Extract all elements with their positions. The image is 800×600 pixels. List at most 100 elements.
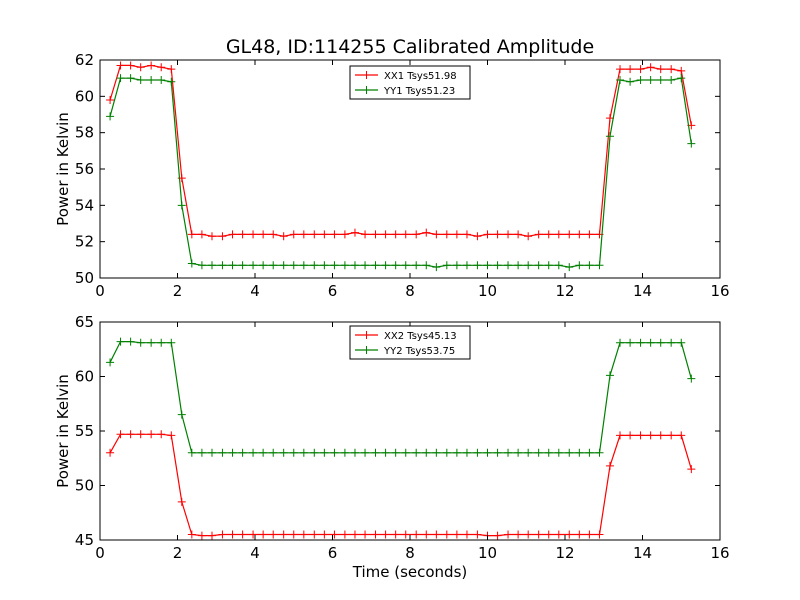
data-point bbox=[544, 261, 553, 270]
data-point bbox=[228, 230, 237, 239]
data-point bbox=[350, 530, 359, 539]
data-point bbox=[616, 338, 625, 347]
data-point bbox=[320, 261, 329, 270]
data-point bbox=[391, 448, 400, 457]
data-point bbox=[595, 530, 604, 539]
data-point bbox=[401, 530, 410, 539]
data-point bbox=[106, 358, 115, 367]
data-point bbox=[544, 448, 553, 457]
data-point bbox=[595, 448, 604, 457]
data-point bbox=[514, 230, 523, 239]
x-tick-label: 14 bbox=[633, 282, 652, 300]
legend-label: YY1 Tsys51.23 bbox=[383, 86, 455, 97]
x-tick-label: 12 bbox=[555, 282, 574, 300]
data-point bbox=[636, 75, 645, 84]
data-point bbox=[310, 448, 319, 457]
data-point bbox=[126, 430, 135, 439]
data-point bbox=[412, 230, 421, 239]
data-point bbox=[320, 530, 329, 539]
data-point bbox=[207, 232, 216, 241]
data-point bbox=[626, 431, 635, 440]
data-point bbox=[554, 530, 563, 539]
y-tick-label: 52 bbox=[75, 233, 94, 251]
data-point bbox=[299, 261, 308, 270]
x-tick-label: 6 bbox=[328, 282, 338, 300]
data-point bbox=[259, 530, 268, 539]
data-point bbox=[279, 261, 288, 270]
data-point bbox=[197, 261, 206, 270]
data-point bbox=[687, 465, 696, 474]
data-point bbox=[289, 530, 298, 539]
data-point bbox=[279, 448, 288, 457]
data-point bbox=[656, 431, 665, 440]
data-point bbox=[259, 230, 268, 239]
data-point bbox=[207, 261, 216, 270]
data-point bbox=[269, 448, 278, 457]
legend: XX2 Tsys45.13 YY2 Tsys53.75 bbox=[349, 325, 471, 360]
data-point bbox=[442, 530, 451, 539]
data-point bbox=[493, 448, 502, 457]
data-point bbox=[330, 261, 339, 270]
data-point bbox=[636, 431, 645, 440]
data-point bbox=[412, 448, 421, 457]
data-point bbox=[605, 371, 614, 380]
data-point bbox=[636, 338, 645, 347]
data-point bbox=[534, 230, 543, 239]
data-point bbox=[350, 261, 359, 270]
y-tick-label: 65 bbox=[75, 313, 94, 331]
data-point bbox=[289, 448, 298, 457]
data-point bbox=[687, 139, 696, 148]
data-point bbox=[340, 530, 349, 539]
data-point bbox=[106, 112, 115, 121]
data-point bbox=[391, 261, 400, 270]
data-point bbox=[493, 261, 502, 270]
data-point bbox=[452, 530, 461, 539]
legend-label: XX2 Tsys45.13 bbox=[384, 331, 457, 342]
data-point bbox=[473, 261, 482, 270]
data-point bbox=[126, 61, 135, 70]
legend-box bbox=[349, 65, 471, 100]
data-point bbox=[605, 461, 614, 470]
data-point bbox=[371, 530, 380, 539]
data-point bbox=[299, 530, 308, 539]
legend-box bbox=[349, 325, 471, 360]
x-tick-label: 0 bbox=[95, 282, 105, 300]
data-point bbox=[207, 531, 216, 540]
data-point bbox=[514, 448, 523, 457]
bottom-panel: 0 2 4 6 8 10 12 14 16 45 50 55 60 65 Power in Kelvin Ti… bbox=[54, 313, 730, 581]
data-point bbox=[401, 448, 410, 457]
data-point bbox=[401, 230, 410, 239]
data-point bbox=[401, 261, 410, 270]
data-point bbox=[626, 65, 635, 74]
data-point bbox=[412, 261, 421, 270]
data-point bbox=[473, 530, 482, 539]
data-point bbox=[371, 448, 380, 457]
data-point bbox=[667, 75, 676, 84]
series-2 bbox=[106, 74, 696, 272]
data-point bbox=[361, 261, 370, 270]
x-tick-label: 16 bbox=[710, 544, 729, 562]
data-point bbox=[310, 230, 319, 239]
legend-swatch-marker bbox=[362, 331, 371, 339]
data-point bbox=[524, 530, 533, 539]
data-point bbox=[412, 530, 421, 539]
data-point bbox=[197, 230, 206, 239]
x-tick-label: 6 bbox=[328, 544, 338, 562]
data-point bbox=[249, 230, 258, 239]
data-point bbox=[259, 448, 268, 457]
data-point bbox=[116, 430, 125, 439]
data-point bbox=[422, 228, 431, 237]
data-point bbox=[197, 448, 206, 457]
data-point bbox=[289, 230, 298, 239]
data-point bbox=[381, 448, 390, 457]
data-point bbox=[626, 338, 635, 347]
data-point bbox=[432, 530, 441, 539]
data-point bbox=[656, 65, 665, 74]
data-point bbox=[299, 448, 308, 457]
data-point bbox=[116, 337, 125, 346]
data-point bbox=[534, 530, 543, 539]
data-point bbox=[677, 74, 686, 83]
data-point bbox=[432, 263, 441, 272]
data-point bbox=[575, 530, 584, 539]
